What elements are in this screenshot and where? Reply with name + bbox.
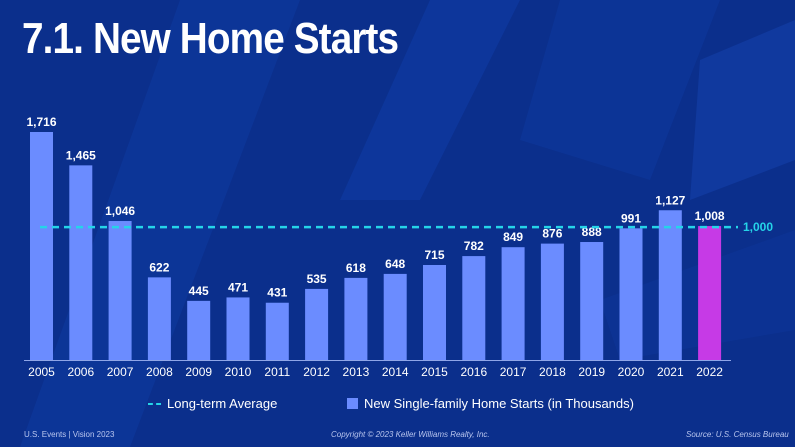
x-tick-2022: 2022 [696, 365, 723, 379]
bar-2008 [147, 277, 171, 360]
bar-2016 [462, 256, 486, 360]
data-label-2012: 535 [307, 272, 327, 286]
data-label-2015: 715 [424, 248, 444, 262]
x-tick-2015: 2015 [421, 365, 448, 379]
x-tick-2008: 2008 [146, 365, 173, 379]
data-label-2020: 991 [621, 211, 641, 225]
bar-2021 [658, 210, 682, 360]
data-label-2009: 445 [189, 284, 209, 298]
data-label-2022: 1,008 [695, 209, 725, 223]
bar-2014 [383, 273, 407, 360]
bar-2022 [698, 226, 722, 360]
bar-2018 [540, 243, 564, 360]
data-label-2010: 471 [228, 280, 248, 294]
x-tick-2014: 2014 [382, 365, 409, 379]
data-label-2014: 648 [385, 257, 405, 271]
bar-2015 [423, 265, 446, 360]
x-tick-2013: 2013 [343, 365, 370, 379]
x-tick-2010: 2010 [225, 365, 252, 379]
x-tick-2009: 2009 [185, 365, 212, 379]
data-label-2008: 622 [149, 260, 169, 274]
data-label-2011: 431 [267, 286, 287, 300]
legend-bars: New Single-family Home Starts (in Thousa… [347, 396, 634, 411]
legend-average: Long-term Average [148, 396, 277, 411]
average-line-label: 1,000 [743, 220, 773, 234]
data-label-2007: 1,046 [105, 204, 135, 218]
data-label-2016: 782 [464, 239, 484, 253]
bar-2019 [580, 242, 604, 360]
data-label-2021: 1,127 [655, 193, 685, 207]
x-tick-2020: 2020 [618, 365, 645, 379]
bar-2005 [30, 132, 53, 360]
x-tick-2011: 2011 [264, 365, 290, 379]
legend-bars-label: New Single-family Home Starts (in Thousa… [364, 396, 634, 411]
data-label-2005: 1,716 [26, 115, 56, 129]
bar-2013 [344, 277, 368, 360]
bar-2010 [226, 297, 250, 360]
footer-event: U.S. Events | Vision 2023 [24, 430, 115, 439]
data-label-2013: 618 [346, 261, 366, 275]
footer-copyright: Copyright © 2023 Keller Williams Realty,… [331, 430, 490, 439]
data-label-2006: 1,465 [66, 148, 96, 162]
dashed-line-swatch [148, 402, 161, 405]
legend-average-label: Long-term Average [167, 396, 278, 411]
footer-source: Source: U.S. Census Bureau [686, 430, 789, 439]
x-tick-2019: 2019 [578, 365, 605, 379]
bar-2017 [501, 247, 525, 360]
bar-2020 [619, 228, 643, 360]
bar-2011 [265, 302, 289, 360]
bar-2007 [108, 221, 132, 360]
data-label-2018: 876 [542, 227, 562, 241]
bar-swatch [347, 398, 358, 409]
x-tick-2021: 2021 [657, 365, 684, 379]
x-tick-2017: 2017 [500, 365, 527, 379]
x-tick-2006: 2006 [67, 365, 94, 379]
bar-2006 [69, 165, 93, 360]
bar-2009 [187, 300, 211, 360]
x-tick-2012: 2012 [303, 365, 330, 379]
x-tick-2018: 2018 [539, 365, 566, 379]
x-tick-2007: 2007 [107, 365, 134, 379]
x-tick-2016: 2016 [460, 365, 487, 379]
data-label-2019: 888 [582, 225, 602, 239]
x-tick-2005: 2005 [28, 365, 55, 379]
bar-2012 [305, 288, 329, 360]
page-title: 7.1. New Home Starts [22, 14, 399, 63]
data-label-2017: 849 [503, 230, 523, 244]
